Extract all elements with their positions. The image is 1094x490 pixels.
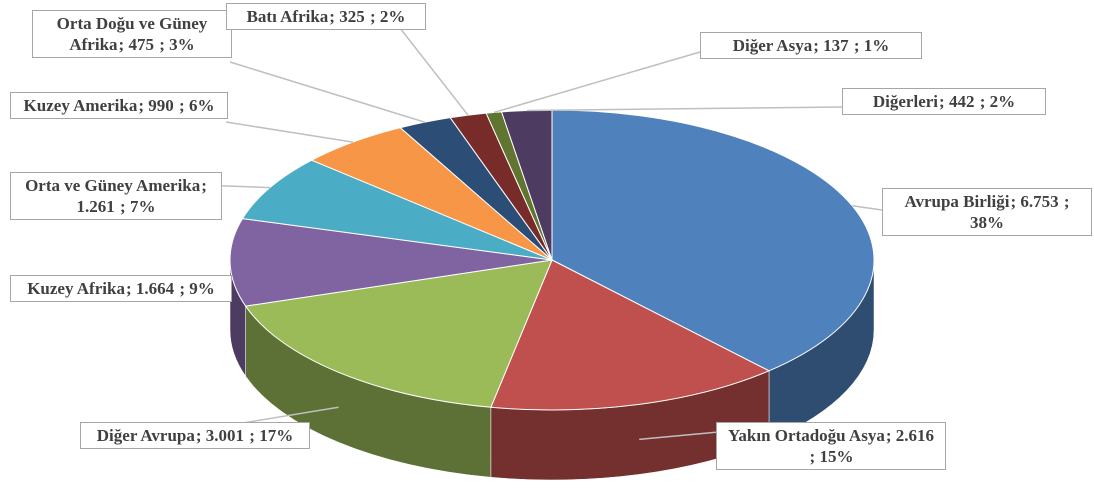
- data-label: Yakın Ortadoğu Asya; 2.616 ; 15%: [716, 422, 946, 470]
- sep: ;: [249, 426, 255, 445]
- pct: 9%: [189, 279, 215, 298]
- name: Avrupa Birliği: [904, 192, 1010, 211]
- sep: ;: [118, 35, 125, 54]
- slice: [229, 218, 553, 307]
- val: 3.001: [205, 426, 245, 445]
- val: 475: [128, 35, 154, 54]
- sep: ;: [179, 279, 186, 298]
- sep: ;: [1010, 192, 1017, 211]
- pct: 2%: [989, 92, 1016, 111]
- name: Orta Doğu ve Güney Afrika: [56, 14, 208, 54]
- pct: 1%: [863, 36, 890, 55]
- sep: ;: [369, 7, 376, 26]
- sep: ;: [939, 92, 945, 111]
- val: 990: [148, 96, 174, 115]
- name: Diğerleri: [872, 92, 939, 111]
- name: Orta ve Güney Amerika: [25, 176, 201, 195]
- sep: ;: [1063, 192, 1070, 211]
- leader-line: [493, 51, 701, 114]
- name: Kuzey Amerika: [23, 96, 138, 115]
- sep: ;: [329, 7, 335, 26]
- pct: 2%: [379, 7, 406, 26]
- data-label: Diğer Avrupa; 3.001 ; 17%: [80, 422, 310, 449]
- pct: 7%: [129, 197, 156, 216]
- name: Batı Afrika: [246, 7, 329, 26]
- pct: 17%: [259, 426, 294, 445]
- leader-line: [852, 205, 883, 211]
- sep: ;: [125, 279, 132, 298]
- sep: ;: [853, 36, 860, 55]
- sep: ;: [979, 92, 986, 111]
- data-label: Orta Doğu ve Güney Afrika; 475 ; 3%: [32, 10, 232, 58]
- name: Diğer Asya: [732, 36, 813, 55]
- pct: 6%: [188, 96, 215, 115]
- sep: ;: [885, 426, 892, 445]
- val: 442: [948, 92, 975, 111]
- slice: [490, 259, 771, 411]
- sep: ;: [809, 447, 816, 466]
- data-label: Avrupa Birliği; 6.753 ; 38%: [882, 188, 1092, 236]
- val: 6.753: [1020, 192, 1059, 211]
- sep: ;: [120, 197, 126, 216]
- sep: ;: [813, 36, 819, 55]
- sep: ;: [159, 35, 165, 54]
- data-label: Orta ve Güney Amerika; 1.261 ; 7%: [10, 172, 222, 220]
- val: 2.616: [895, 426, 934, 445]
- data-label: Diğer Asya; 137 ; 1%: [700, 32, 922, 59]
- slice: [244, 259, 553, 408]
- val: 1.664: [135, 279, 175, 298]
- pct: 15%: [819, 447, 854, 466]
- data-label: Diğerleri; 442 ; 2%: [842, 88, 1046, 115]
- name: Kuzey Afrika: [27, 279, 125, 298]
- data-label: Kuzey Afrika; 1.664 ; 9%: [10, 275, 232, 302]
- pct: 3%: [169, 35, 195, 54]
- data-label: Kuzey Amerika; 990 ; 6%: [10, 92, 228, 119]
- leader-line: [399, 27, 469, 116]
- pct: 38%: [970, 213, 1004, 232]
- val: 1.261: [76, 197, 115, 216]
- data-label: Batı Afrika; 325 ; 2%: [226, 3, 426, 30]
- leader-line: [526, 106, 843, 112]
- sep: ;: [201, 176, 207, 195]
- leader-line: [229, 61, 426, 123]
- sep: ;: [179, 96, 185, 115]
- sep: ;: [138, 96, 145, 115]
- sep: ;: [195, 426, 202, 445]
- val: 137: [823, 36, 849, 55]
- name: Diğer Avrupa: [96, 426, 195, 445]
- name: Yakın Ortadoğu Asya: [728, 426, 885, 445]
- slice: [241, 159, 553, 261]
- val: 325: [339, 7, 365, 26]
- leader-line: [225, 121, 354, 143]
